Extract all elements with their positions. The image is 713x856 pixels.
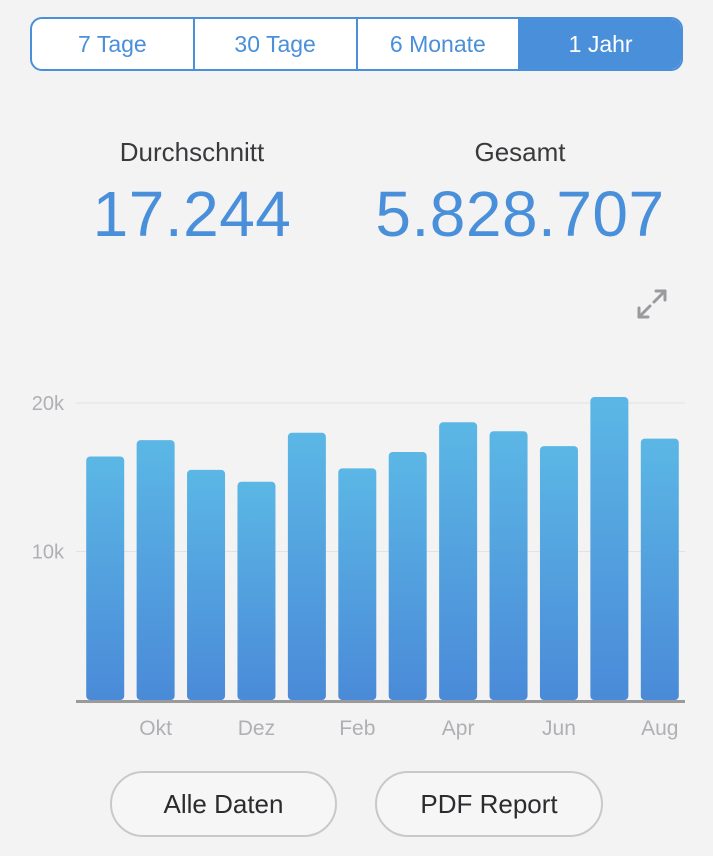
bar-sep[interactable] [86,456,125,700]
total-label: Gesamt [474,137,566,167]
bar-jun[interactable] [539,446,578,700]
x-tick-label: Okt [139,717,172,740]
bar-jan[interactable] [287,432,326,700]
expand-arrows-icon[interactable] [634,286,670,322]
y-tick-label: 10k [32,542,65,564]
bar-dez[interactable] [237,481,276,700]
tab-1-jahr[interactable]: 1 Jahr [520,19,681,69]
bar-feb[interactable] [338,468,377,700]
bar-nov[interactable] [187,469,226,700]
bar-mai[interactable] [489,431,528,700]
time-range-segmented-control: 7 Tage 30 Tage 6 Monate 1 Jahr [30,17,683,71]
tab-6-monate[interactable]: 6 Monate [358,19,521,69]
average-stat: Durchschnitt 17.244 [92,135,292,249]
x-tick-label: Jun [542,717,576,740]
tab-30-tage[interactable]: 30 Tage [195,19,358,69]
total-stat: Gesamt 5.828.707 [375,135,665,249]
bar-aug[interactable] [640,438,679,700]
x-tick-label: Feb [339,717,375,740]
bar-apr[interactable] [439,422,478,700]
total-value: 5.828.707 [375,178,665,250]
x-tick-label: Apr [442,717,475,740]
bar-okt[interactable] [136,440,175,700]
bar-mär[interactable] [388,452,427,700]
bar-jul[interactable] [590,397,629,700]
all-data-button[interactable]: Alle Daten [110,771,337,837]
y-tick-label: 20k [32,393,65,415]
average-value: 17.244 [92,178,292,250]
bar-chart: 10k 20k Okt Dez Feb Apr Jun Aug [32,393,685,740]
x-tick-label: Aug [641,717,678,740]
x-tick-label: Dez [238,717,275,740]
tab-7-tage[interactable]: 7 Tage [32,19,195,69]
average-label: Durchschnitt [119,137,265,167]
pdf-report-button[interactable]: PDF Report [375,771,603,837]
